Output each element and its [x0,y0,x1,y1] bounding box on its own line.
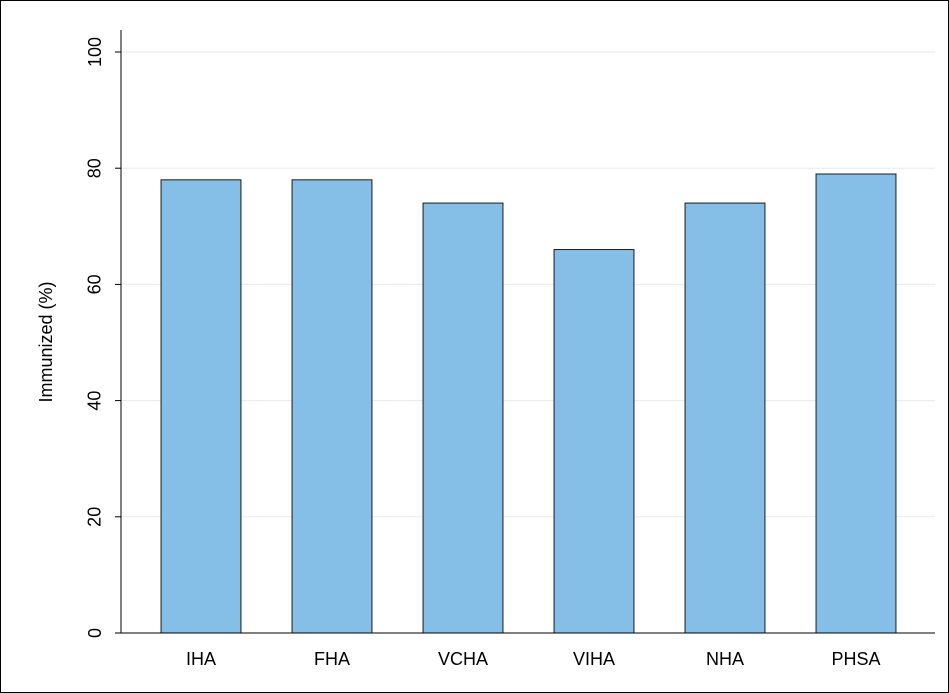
y-tick-label: 0 [85,628,105,638]
bar [815,173,897,634]
x-tick-label: IHA [186,649,216,669]
y-tick-label: 80 [85,158,105,178]
y-tick-label: 20 [85,507,105,527]
bar [422,202,504,634]
x-tick-label: VIHA [573,649,615,669]
x-tick-label: FHA [314,649,350,669]
bar [160,179,242,634]
y-axis-title: Immunized (%) [36,281,56,402]
x-tick-label: PHSA [831,649,880,669]
y-tick-label: 40 [85,391,105,411]
y-tick-label: 100 [85,37,105,67]
x-tick-label: VCHA [438,649,488,669]
bar [684,202,766,634]
bar [291,179,373,634]
x-tick-label: NHA [706,649,744,669]
bar [553,249,635,634]
y-tick-label: 60 [85,274,105,294]
